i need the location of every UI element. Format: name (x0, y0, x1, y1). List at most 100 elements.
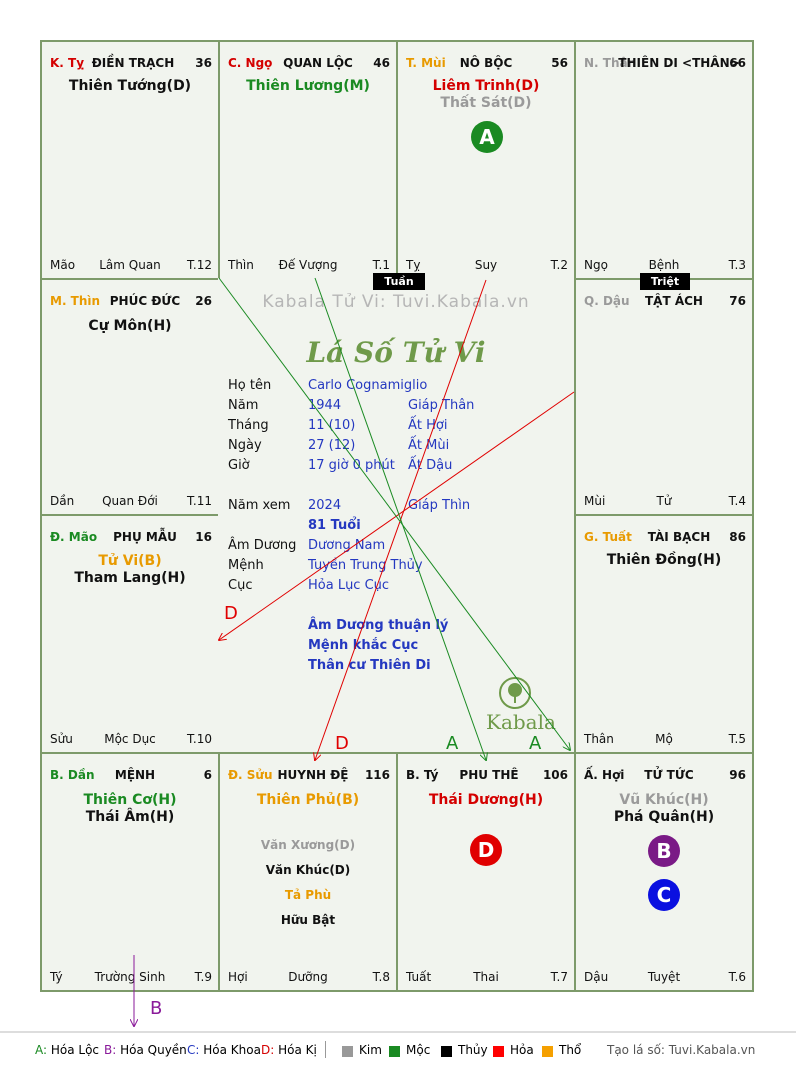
palace-name: PHỤ MẪU (113, 530, 177, 544)
legend-hoa: Hỏa (510, 1043, 534, 1057)
foot-stage: Tuyệt (647, 970, 681, 984)
minor-van-xuong: Văn Xương(D) (260, 838, 356, 852)
arrow-hoa-loc-right (218, 277, 570, 750)
foot-stage: Suy (474, 258, 498, 272)
palace-can: B. Dần (50, 768, 95, 782)
palace-tat-ach[interactable]: Q. Dậu TẬT ÁCH 76 Mùi Tử T.4 (574, 278, 754, 516)
badge-hoa-quyen: B (648, 835, 680, 867)
foot-month: T.8 (372, 970, 390, 984)
palace-name: ĐIỀN TRẠCH (91, 56, 175, 70)
label: Họ tên (228, 378, 272, 393)
swatch-tho (542, 1046, 553, 1057)
palace-huynh-de[interactable]: Đ. Sửu HUYNH ĐỆ 116 Thiên Phủ(B) Văn Xươ… (218, 752, 398, 992)
foot-stage: Lâm Quan (99, 258, 161, 272)
swatch-kim (342, 1046, 353, 1057)
palace-phuc-duc[interactable]: M. Thìn PHÚC ĐỨC 26 Cự Môn(H) Dần Quan Đ… (40, 278, 220, 516)
center-info-panel: Kabala Tử Vi: Tuvi.Kabala.vn Lá Số Tử Vi… (218, 278, 574, 752)
foot-branch: Mùi (584, 494, 606, 508)
arrow-label-d-bottom: D (335, 733, 349, 754)
palace-thien-di[interactable]: N. Thân THIÊN DI <THÂN> 66 Ngọ Bệnh T.3 (574, 40, 754, 280)
foot-month: T.2 (550, 258, 568, 272)
palace-can: G. Tuất (584, 530, 632, 544)
legend-hoa-loc: A: Hóa Lộc (35, 1043, 99, 1057)
badge-hoa-ki: D (470, 834, 502, 866)
info-row-name: Họ tên (228, 378, 271, 393)
legend-text: Hóa Quyền (120, 1043, 187, 1057)
foot-branch: Mão (50, 258, 76, 272)
brand-name: Kabala (486, 710, 556, 734)
info-value-can-chi: Ất Mùi (408, 438, 450, 453)
info-label: Giờ (228, 458, 250, 473)
info-value: Dương Nam (308, 538, 386, 553)
minor-van-khuc: Văn Khúc(D) (265, 863, 351, 877)
palace-can: B. Tý (406, 768, 439, 782)
info-label: Ngày (228, 438, 262, 453)
foot-branch: Hợi (228, 970, 248, 984)
palace-can: Q. Dậu (584, 294, 630, 308)
info-label: Năm (228, 398, 259, 413)
info-value: 2024 (308, 498, 342, 513)
foot-stage: Quan Đới (102, 494, 158, 508)
foot-branch: Dần (50, 494, 75, 508)
foot-month: T.3 (728, 258, 746, 272)
palace-can: Đ. Sửu (228, 768, 273, 782)
foot-stage: Mộ (655, 732, 673, 746)
star-that-sat: Thất Sát(D) (440, 95, 532, 111)
credit-link[interactable]: Tạo lá số: Tuvi.Kabala.vn (607, 1043, 756, 1057)
info-value: 11 (10) (308, 418, 356, 433)
arrow-label-a-2: A (529, 733, 542, 754)
palace-name: TẬT ÁCH (645, 294, 703, 308)
palace-age: 116 (364, 768, 390, 782)
palace-name: TỬ TỨC (644, 768, 694, 782)
foot-branch: Tỵ (406, 258, 421, 272)
foot-stage: Tử (656, 494, 672, 508)
palace-tu-tuc[interactable]: Ấ. Hợi TỬ TỨC 96 Vũ Khúc(H) Phá Quân(H) … (574, 752, 754, 992)
palace-age: 76 (729, 294, 746, 308)
palace-age: 106 (542, 768, 568, 782)
info-value-can-chi: Giáp Thìn (408, 498, 471, 513)
legend-key: D: (261, 1043, 275, 1057)
legend-separator (325, 1041, 326, 1058)
foot-branch: Thân (584, 732, 614, 746)
palace-can: N. Thân (584, 56, 637, 70)
palace-age: 46 (373, 56, 390, 70)
star-thien-dong: Thiên Đồng(H) (606, 552, 722, 568)
info-value: Hỏa Lục Cục (308, 578, 390, 593)
foot-stage: Thai (473, 970, 499, 984)
legend-key: A: (35, 1043, 48, 1057)
star-pha-quan: Phá Quân(H) (613, 809, 715, 825)
foot-branch: Ngọ (584, 258, 608, 272)
palace-name: PHU THÊ (459, 768, 519, 782)
legend-key: C: (187, 1043, 200, 1057)
palace-age: 6 (203, 768, 212, 782)
legend-text: Hóa Kị (278, 1043, 317, 1057)
info-label: Mệnh (228, 558, 264, 573)
palace-can: Đ. Mão (50, 530, 98, 544)
palace-menh[interactable]: B. Dần MỆNH 6 Thiên Cơ(H) Thái Âm(H) Tý … (40, 752, 220, 992)
palace-age: 86 (729, 530, 746, 544)
legend-moc: Mộc (406, 1043, 431, 1057)
foot-stage: Mộc Dục (104, 732, 156, 746)
star-thai-am: Thái Âm(H) (85, 809, 175, 825)
foot-month: T.12 (187, 258, 212, 272)
palace-name: QUAN LỘC (283, 56, 353, 70)
info-label: Tháng (228, 418, 269, 433)
foot-month: T.9 (194, 970, 212, 984)
palace-age: 96 (729, 768, 746, 782)
legend-thuy: Thủy (458, 1043, 488, 1057)
note-am-duong: Âm Dương thuận lý (308, 618, 449, 633)
foot-stage: Đế Vượng (278, 258, 338, 272)
foot-branch: Tý (50, 970, 63, 984)
legend-kim: Kim (359, 1043, 382, 1057)
palace-dien-trach[interactable]: K. Tỵ ĐIỀN TRẠCH 36 Thiên Tướng(D) Mão L… (40, 40, 220, 280)
palace-can: K. Tỵ (50, 56, 85, 70)
info-value: Tuyền Trung Thủy (308, 558, 423, 573)
palace-phu-mau[interactable]: Đ. Mão PHỤ MẪU 16 Tử Vi(B) Tham Lang(H) … (40, 514, 220, 754)
palace-name: TÀI BẠCH (647, 530, 711, 544)
foot-branch: Thìn (228, 258, 254, 272)
legend-text: Hóa Lộc (50, 1043, 100, 1057)
foot-month: T.6 (728, 970, 746, 984)
palace-age: 36 (195, 56, 212, 70)
info-label: Cục (228, 578, 253, 593)
